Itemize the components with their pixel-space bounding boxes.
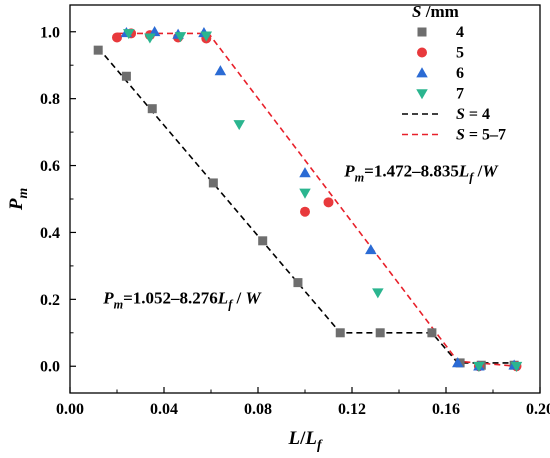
legend-marker-s6 bbox=[416, 67, 428, 78]
legend-entry-label-part: = 4 bbox=[465, 106, 490, 123]
data-point-s6 bbox=[214, 65, 227, 76]
equation-annotation-s4-part: P bbox=[102, 289, 114, 308]
data-point-s7 bbox=[510, 361, 523, 372]
data-point-s4 bbox=[258, 236, 268, 246]
x-axis-title-part: L bbox=[287, 428, 300, 449]
equation-annotation-s4-part: L bbox=[217, 289, 228, 308]
data-point-s4 bbox=[93, 45, 103, 55]
x-tick-label: 0.04 bbox=[150, 401, 178, 418]
data-point-s5 bbox=[112, 32, 122, 43]
data-point-s4 bbox=[427, 328, 437, 338]
x-axis-title-part: / bbox=[299, 428, 306, 449]
legend-entry-label: 6 bbox=[456, 65, 464, 82]
y-tick-label: 0.6 bbox=[40, 158, 60, 175]
legend-title: S /mm bbox=[412, 2, 459, 21]
x-tick-label: 0.00 bbox=[56, 401, 84, 418]
equation-annotation-s5-7: Pm=1.472–8.835Lf /W bbox=[343, 161, 499, 184]
y-tick-label: 0.4 bbox=[40, 225, 60, 242]
legend-marker-s7 bbox=[416, 89, 428, 100]
data-point-s5 bbox=[300, 206, 310, 217]
legend-entry-label-part: S bbox=[456, 127, 465, 144]
equation-annotation-s4-part: m bbox=[114, 298, 124, 312]
fit-line-S4 bbox=[97, 47, 517, 364]
data-point-s7 bbox=[123, 29, 135, 40]
x-axis-title-part: L bbox=[304, 428, 317, 449]
y-tick-label: 0.8 bbox=[40, 91, 60, 108]
data-point-s7 bbox=[174, 32, 187, 43]
data-point-s4 bbox=[335, 328, 345, 338]
equation-annotation-s5-7-part: =1.472–8.835 bbox=[364, 161, 459, 180]
fit-line-S57 bbox=[117, 32, 517, 368]
y-axis-title-part: m bbox=[15, 188, 30, 199]
legend-entry-label: 7 bbox=[456, 86, 464, 103]
equation-annotation-s5-7-part: / bbox=[473, 161, 482, 180]
x-tick-label: 0.12 bbox=[338, 401, 366, 418]
equation-annotation-s5-7-part: f bbox=[469, 170, 475, 184]
data-point-s6 bbox=[452, 357, 464, 368]
legend-entry-label: 4 bbox=[456, 24, 464, 41]
legend-entry-label: S = 4 bbox=[456, 106, 490, 123]
data-point-s5 bbox=[323, 197, 334, 208]
data-point-s7 bbox=[473, 361, 485, 372]
data-point-s7 bbox=[372, 288, 384, 299]
data-point-s4 bbox=[121, 71, 131, 81]
equation-annotation-s5-7-part: m bbox=[355, 170, 365, 184]
data-point-s7 bbox=[233, 120, 245, 131]
y-axis-title: Pm bbox=[6, 188, 30, 211]
data-point-s7 bbox=[200, 31, 213, 42]
x-axis-title-part: f bbox=[317, 437, 323, 452]
data-point-s4 bbox=[147, 104, 157, 114]
legend-title-part: /mm bbox=[421, 2, 458, 21]
data-point-s4 bbox=[293, 278, 303, 288]
equation-annotation-s4: Pm=1.052–8.276Lf / W bbox=[102, 289, 262, 312]
equation-annotation-s5-7-part: L bbox=[458, 161, 469, 180]
equation-annotation-s5-7-part: P bbox=[343, 161, 355, 180]
x-axis-title: L/Lf bbox=[287, 428, 323, 452]
x-tick-label: 0.20 bbox=[526, 401, 550, 418]
legend-entry-label-part: S bbox=[456, 106, 465, 123]
data-point-s4 bbox=[208, 178, 218, 188]
y-axis-title-part: P bbox=[6, 198, 27, 211]
equation-annotation-s4-part: f bbox=[228, 298, 234, 312]
equation-annotation-s4-part: =1.052–8.276 bbox=[123, 289, 218, 308]
data-point-s6 bbox=[299, 167, 311, 178]
legend-title-part: S bbox=[412, 2, 421, 21]
equation-annotation-s4-part: W bbox=[246, 289, 263, 308]
data-point-s4 bbox=[375, 328, 385, 338]
x-tick-label: 0.08 bbox=[244, 401, 272, 418]
plot-frame bbox=[69, 4, 541, 394]
legend-entry-label-part: = 5–7 bbox=[465, 127, 506, 144]
y-tick-label: 0.0 bbox=[40, 359, 60, 376]
data-point-s7 bbox=[299, 188, 311, 199]
legend-marker-s5 bbox=[417, 47, 427, 58]
y-tick-label: 1.0 bbox=[40, 24, 60, 41]
data-point-s6 bbox=[365, 244, 377, 255]
data-point-s7 bbox=[144, 33, 156, 44]
equation-annotation-s4-part: / bbox=[232, 289, 245, 308]
legend-marker-s4 bbox=[417, 27, 427, 37]
x-tick-label: 0.16 bbox=[432, 401, 460, 418]
legend-entry-label: 5 bbox=[456, 45, 464, 62]
y-tick-label: 0.2 bbox=[40, 292, 60, 309]
equation-annotation-s5-7-part: W bbox=[482, 161, 499, 180]
legend-entry-label: S = 5–7 bbox=[456, 127, 506, 144]
